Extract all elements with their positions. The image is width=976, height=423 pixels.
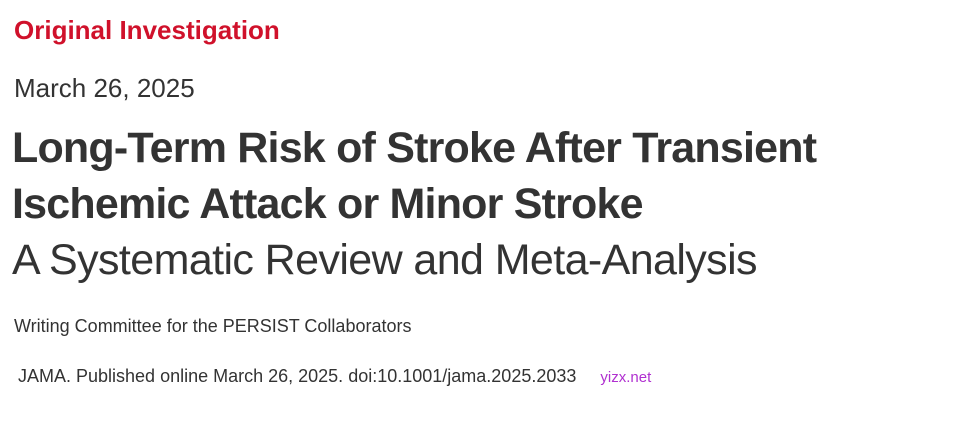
article-subtitle: A Systematic Review and Meta-Analysis — [12, 236, 758, 284]
article-header: Original Investigation March 26, 2025 Lo… — [12, 15, 968, 390]
author-list[interactable]: Writing Committee for the PERSIST Collab… — [14, 316, 412, 336]
citation: JAMA. Published online March 26, 2025. d… — [18, 366, 577, 386]
article-title: Long-Term Risk of Stroke After Transient… — [12, 124, 817, 228]
publication-date: March 26, 2025 — [14, 73, 195, 103]
article-type-label: Original Investigation — [14, 15, 280, 45]
citation-row: JAMA. Published online March 26, 2025. d… — [14, 364, 968, 390]
watermark: yizx.net — [600, 369, 652, 386]
